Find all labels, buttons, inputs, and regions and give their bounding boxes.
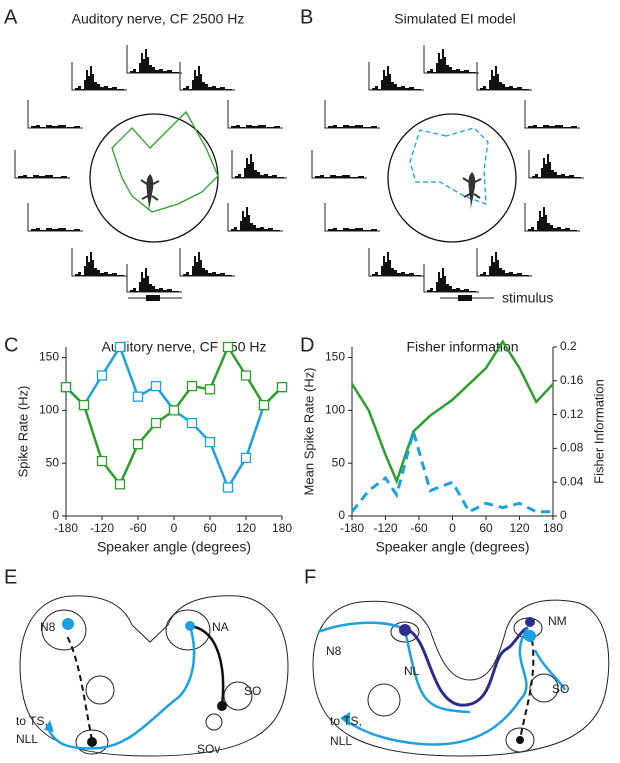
marker: [204, 436, 216, 448]
x-tick-label: -120: [373, 521, 397, 535]
marker: [222, 482, 234, 493]
y-tick-label: 100: [39, 403, 59, 417]
panel-f: F N8 NL NM SO to TS, NLL: [304, 566, 610, 757]
marker: [240, 452, 252, 464]
marker: [204, 384, 216, 395]
series-line: [350, 339, 554, 485]
x-tick-label: 120: [509, 521, 529, 535]
panel-label: A: [4, 6, 18, 28]
marker: [114, 341, 126, 353]
panel-title: Simulated EI model: [394, 11, 515, 27]
marker: [96, 370, 108, 381]
panel-label: D: [300, 334, 314, 356]
panel-label: B: [300, 6, 313, 28]
x-tick-label: -60: [410, 521, 428, 535]
y-tick-label: 0: [338, 508, 345, 522]
x-tick-label: 60: [479, 521, 493, 535]
y2-tick-label: 0.16: [560, 373, 584, 387]
x-tick-label: -180: [340, 521, 364, 535]
panel-a: A Auditory nerve, CF 2500 Hz: [4, 6, 288, 301]
x-tick-label: 180: [272, 521, 292, 535]
y-axis-label: Spike Rate (Hz): [15, 386, 30, 478]
y-tick-label: 50: [46, 455, 60, 469]
stimulus-label: stimulus: [502, 290, 553, 306]
panel-title: Auditory nerve, CF 2500 Hz: [72, 11, 245, 27]
region-label: to TS,: [16, 714, 48, 728]
panel-label: F: [304, 566, 316, 588]
marker: [186, 380, 198, 392]
region-label: NLL: [330, 734, 352, 748]
y-tick-label: 100: [325, 403, 345, 417]
region-label: NLL: [16, 732, 38, 746]
y-axis-label: Mean Spike Rate (Hz): [301, 368, 316, 496]
x-tick-label: 120: [236, 521, 256, 535]
marker: [150, 417, 162, 429]
series-line: [350, 425, 553, 514]
region-label: SO: [552, 682, 569, 696]
marker: [150, 380, 162, 392]
x-tick-label: 0: [171, 521, 178, 535]
panel-label: C: [4, 334, 18, 356]
marker: [222, 341, 234, 353]
charts: C Auditory nerve, CF 350 Hz -180 -120 -60 0 60…: [4, 334, 606, 554]
marker: [132, 439, 144, 450]
y2-tick-label: 0.04: [560, 474, 584, 488]
x-axis-label: Speaker angle (degrees): [375, 539, 529, 555]
marker: [240, 370, 252, 381]
y2-tick-label: 0: [560, 508, 567, 522]
marker: [168, 405, 180, 416]
region-label: to TS,: [330, 714, 362, 728]
x-tick-label: 180: [543, 521, 563, 535]
marker: [78, 399, 90, 411]
x-tick-label: -120: [90, 521, 114, 535]
marker: [60, 381, 72, 393]
panel-title: Fisher information: [406, 339, 518, 355]
x-axis-label: Speaker angle (degrees): [97, 539, 251, 555]
region-label: NA: [212, 620, 229, 634]
marker: [258, 399, 270, 411]
y-tick-label: 150: [39, 350, 59, 364]
marker: [96, 455, 108, 467]
y2-tick-label: 0.2: [560, 339, 577, 353]
y2-axis-label: Fisher Information: [591, 379, 606, 484]
marker: [114, 479, 126, 490]
marker: [132, 391, 144, 402]
region-label: N8: [326, 644, 342, 658]
marker: [276, 381, 288, 393]
y-tick-label: 0: [52, 508, 59, 522]
x-tick-label: 60: [203, 521, 217, 535]
y-tick-label: 50: [332, 455, 346, 469]
y2-tick-label: 0.12: [560, 407, 584, 421]
panel-title: Auditory nerve, CF 350 Hz: [102, 339, 267, 355]
panel-b: B Simulated EI model stimulus: [300, 6, 585, 306]
region-label: NL: [404, 664, 420, 678]
region-label: NM: [548, 614, 567, 628]
marker: [186, 417, 198, 429]
region-label: SO: [244, 684, 261, 698]
y2-tick-label: 0.08: [560, 441, 584, 455]
x-tick-label: 0: [449, 521, 456, 535]
y-tick-label: 150: [325, 350, 345, 364]
panel-e: E N8 NA SO SOv to TS, NLL: [4, 566, 289, 757]
series-line: [65, 344, 283, 491]
region-label: N8: [40, 620, 56, 634]
panel-label: E: [4, 566, 17, 588]
region-label: SOv: [197, 742, 220, 756]
x-tick-label: -180: [54, 521, 78, 535]
x-tick-label: -60: [129, 521, 147, 535]
